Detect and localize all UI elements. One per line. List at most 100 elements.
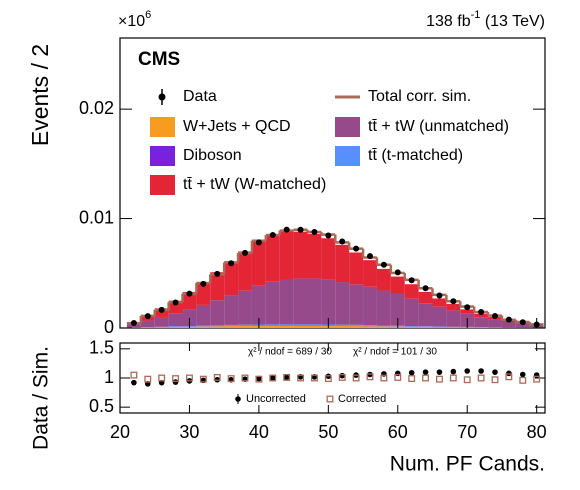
legend-label: Uncorrected — [246, 393, 306, 405]
ratio-point — [506, 370, 512, 377]
y-tick-label: 0.5 — [89, 396, 114, 416]
stack-bar — [168, 327, 183, 328]
stack-bar — [363, 326, 377, 328]
stack-bar — [307, 324, 322, 326]
stack-bar — [238, 326, 252, 328]
stack-bar — [376, 268, 391, 291]
stack-bar — [224, 324, 239, 326]
stack-bar — [279, 324, 294, 326]
legend-label: Diboson — [183, 147, 242, 164]
stack-bar — [224, 326, 239, 328]
data-point — [186, 290, 193, 297]
stack-bar — [196, 282, 211, 305]
data-point — [255, 239, 262, 246]
ratio-point — [491, 376, 499, 384]
ratio-point — [241, 374, 249, 382]
x-tick-label: 20 — [110, 422, 130, 442]
data-point — [394, 269, 401, 276]
stack-bar — [293, 278, 308, 325]
stack-bar — [279, 279, 294, 325]
stack-bar — [376, 290, 391, 326]
stack-bar — [349, 252, 364, 285]
legend-marker — [158, 93, 166, 101]
y-multiplier: ×106 — [118, 9, 151, 30]
ratio-point — [422, 369, 429, 375]
ratio-point — [131, 379, 137, 386]
ratio-point — [450, 368, 457, 375]
stack-bar — [376, 325, 391, 327]
data-point — [492, 312, 498, 319]
stack-bar — [446, 310, 461, 327]
ratio-point — [130, 371, 138, 379]
stack-bar — [196, 326, 211, 328]
ratio-point — [297, 374, 305, 382]
y-tick-label: 1 — [104, 367, 114, 387]
ratio-point — [255, 375, 263, 383]
stack-bar — [432, 306, 447, 327]
energy: (13 TeV) — [480, 13, 545, 30]
stack-bar — [418, 326, 433, 328]
stack-bar — [265, 234, 280, 282]
stack-bar — [501, 321, 516, 328]
stack-bar — [474, 327, 489, 328]
ratio-point — [172, 379, 179, 385]
data-point — [422, 285, 429, 292]
data-point — [436, 292, 443, 299]
stack-bar — [376, 326, 391, 328]
stack-bar — [474, 313, 489, 318]
ratio-point — [283, 373, 291, 381]
ratio-point — [477, 374, 485, 382]
chi2-annotation: χ² / ndof = 689 / 30 — [248, 347, 332, 358]
stack-bar — [154, 327, 169, 328]
stack-bar — [196, 325, 211, 327]
stack-bar — [279, 325, 294, 328]
stack-bar — [154, 316, 169, 327]
stack-bar — [251, 241, 266, 286]
stack-bar — [182, 291, 197, 310]
stack-bar — [335, 324, 350, 326]
stack-bar — [363, 260, 377, 287]
data-point — [450, 298, 457, 305]
stack-bar — [210, 326, 225, 328]
stack-bar — [474, 317, 489, 328]
stack-bar — [293, 324, 308, 326]
ratio-point — [213, 373, 221, 381]
ratio-point — [422, 374, 430, 382]
legend-swatch — [150, 146, 175, 166]
stack-bar — [196, 304, 211, 326]
data-point — [214, 270, 221, 277]
legend-label: W+Jets + QCD — [183, 118, 291, 135]
ratio-point — [352, 374, 360, 382]
data-point — [325, 232, 332, 239]
stack-bar — [251, 285, 266, 325]
lumi: 138 fb — [426, 13, 471, 30]
data-point — [519, 319, 526, 326]
legend-swatch — [335, 117, 360, 137]
stack-bar — [363, 325, 377, 326]
stack-bar — [363, 286, 377, 326]
ratio-point — [436, 369, 443, 375]
data-point — [283, 226, 290, 233]
ratio-point — [408, 375, 416, 383]
stack-bar — [349, 326, 364, 328]
stack-bar — [446, 303, 461, 311]
ratio-point — [449, 374, 457, 382]
data-point — [380, 261, 387, 268]
multiplier-exp: 6 — [145, 9, 151, 21]
legend-swatch — [150, 175, 175, 195]
data-point — [408, 277, 415, 284]
ratio-point — [185, 374, 193, 382]
stack-bar — [321, 238, 336, 280]
data-point — [130, 319, 137, 326]
ratio-point — [463, 376, 471, 384]
y-tick-label: 0.01 — [79, 207, 114, 227]
lumi-label: 138 fb-1 (13 TeV) — [426, 9, 545, 30]
stack-bar — [335, 326, 350, 328]
ratio-point — [338, 373, 346, 381]
data-point — [339, 238, 346, 245]
ratio-point — [380, 374, 388, 382]
stack-bar — [224, 261, 239, 296]
y-tick-label: 0.02 — [79, 98, 114, 118]
stack-bar — [488, 319, 502, 328]
